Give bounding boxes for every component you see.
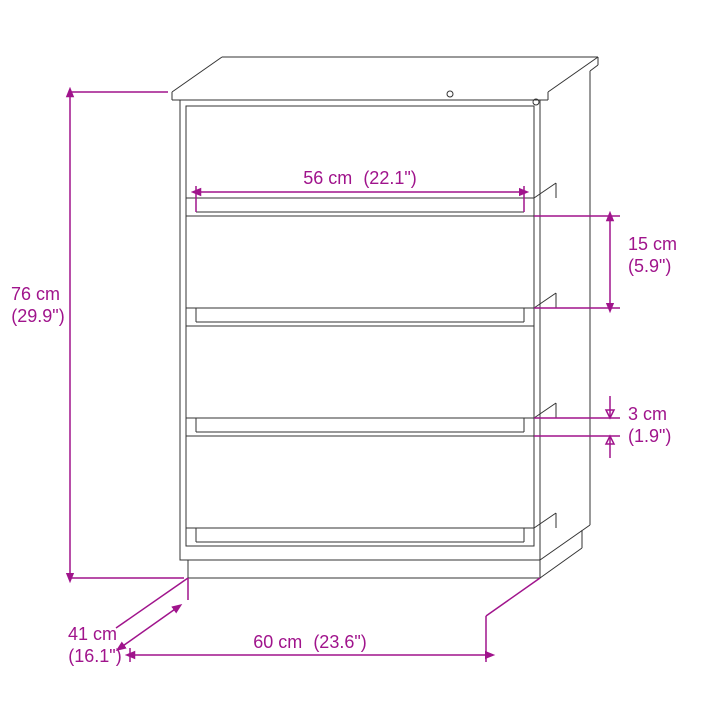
dim-drawerh-in: (5.9") xyxy=(628,256,671,276)
dim-height-in: (29.9") xyxy=(11,306,64,326)
svg-text:41 cm (16.1"): 41 cm (16.1") xyxy=(68,624,122,666)
svg-text:56 cm (22.1"): 56 cm (22.1") xyxy=(303,168,416,188)
dim-depth-cm: 41 cm xyxy=(68,624,117,644)
dim-drawerh-cm: 15 cm xyxy=(628,234,677,254)
svg-text:76 cm (29.9"): 76 cm (29.9") xyxy=(11,284,65,326)
dim-width-cm: 60 cm xyxy=(253,632,302,652)
dim-gap-in: (1.9") xyxy=(628,426,671,446)
dim-width-in: (23.6") xyxy=(313,632,366,652)
svg-text:15 cm (5.9"): 15 cm (5.9") xyxy=(628,234,682,276)
dimensions: 76 cm (29.9") 56 cm (22.1") 15 cm (5.9")… xyxy=(11,92,682,666)
dim-depth-in: (16.1") xyxy=(68,646,121,666)
dim-gap-cm: 3 cm xyxy=(628,404,667,424)
dim-inner-in: (22.1") xyxy=(363,168,416,188)
cabinet-drawing xyxy=(172,57,598,578)
svg-text:3 cm (1.9"): 3 cm (1.9") xyxy=(628,404,672,446)
dim-height-cm: 76 cm xyxy=(11,284,60,304)
svg-text:60 cm (23.6"): 60 cm (23.6") xyxy=(253,632,366,652)
dim-inner-cm: 56 cm xyxy=(303,168,352,188)
